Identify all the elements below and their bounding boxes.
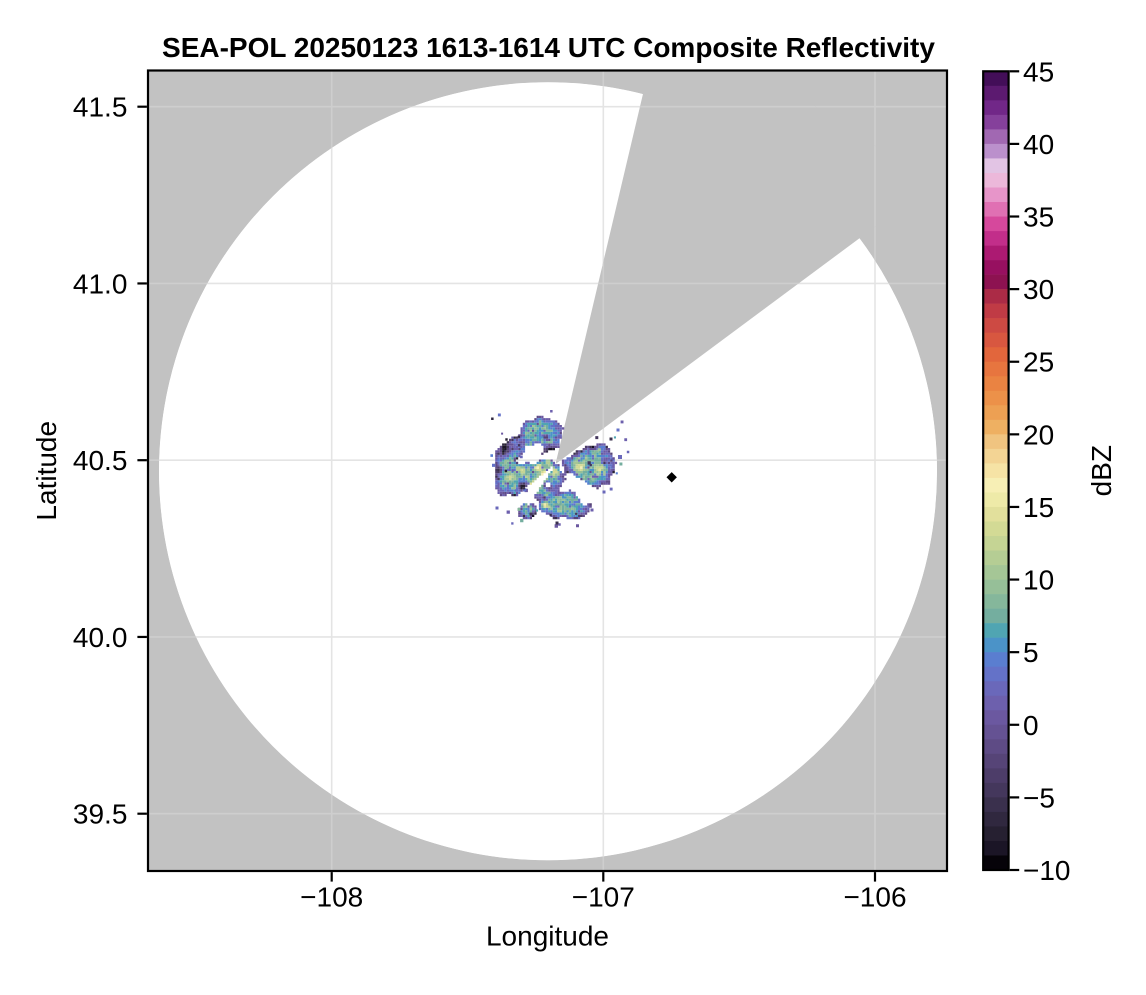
svg-text:40.5: 40.5 <box>73 445 128 476</box>
svg-text:41.0: 41.0 <box>73 268 128 299</box>
svg-text:41.5: 41.5 <box>73 92 128 123</box>
svg-text:39.5: 39.5 <box>73 799 128 830</box>
svg-text:−107: −107 <box>572 882 635 913</box>
svg-text:5: 5 <box>1023 637 1039 668</box>
svg-text:40.0: 40.0 <box>73 622 128 653</box>
svg-text:−106: −106 <box>843 882 906 913</box>
svg-text:15: 15 <box>1023 492 1054 523</box>
svg-text:0: 0 <box>1023 710 1039 741</box>
svg-text:45: 45 <box>1023 56 1054 87</box>
svg-text:−108: −108 <box>300 882 363 913</box>
svg-text:−10: −10 <box>1023 855 1071 886</box>
svg-text:dBZ: dBZ <box>1086 445 1117 496</box>
svg-text:10: 10 <box>1023 565 1054 596</box>
svg-text:Longitude: Longitude <box>486 921 609 952</box>
svg-text:SEA-POL 20250123 1613-1614 UTC: SEA-POL 20250123 1613-1614 UTC Composite… <box>162 32 935 63</box>
svg-text:20: 20 <box>1023 419 1054 450</box>
svg-text:30: 30 <box>1023 274 1054 305</box>
svg-text:35: 35 <box>1023 202 1054 233</box>
svg-text:40: 40 <box>1023 129 1054 160</box>
svg-text:25: 25 <box>1023 347 1054 378</box>
svg-text:Latitude: Latitude <box>31 421 62 521</box>
svg-text:−5: −5 <box>1023 782 1055 813</box>
